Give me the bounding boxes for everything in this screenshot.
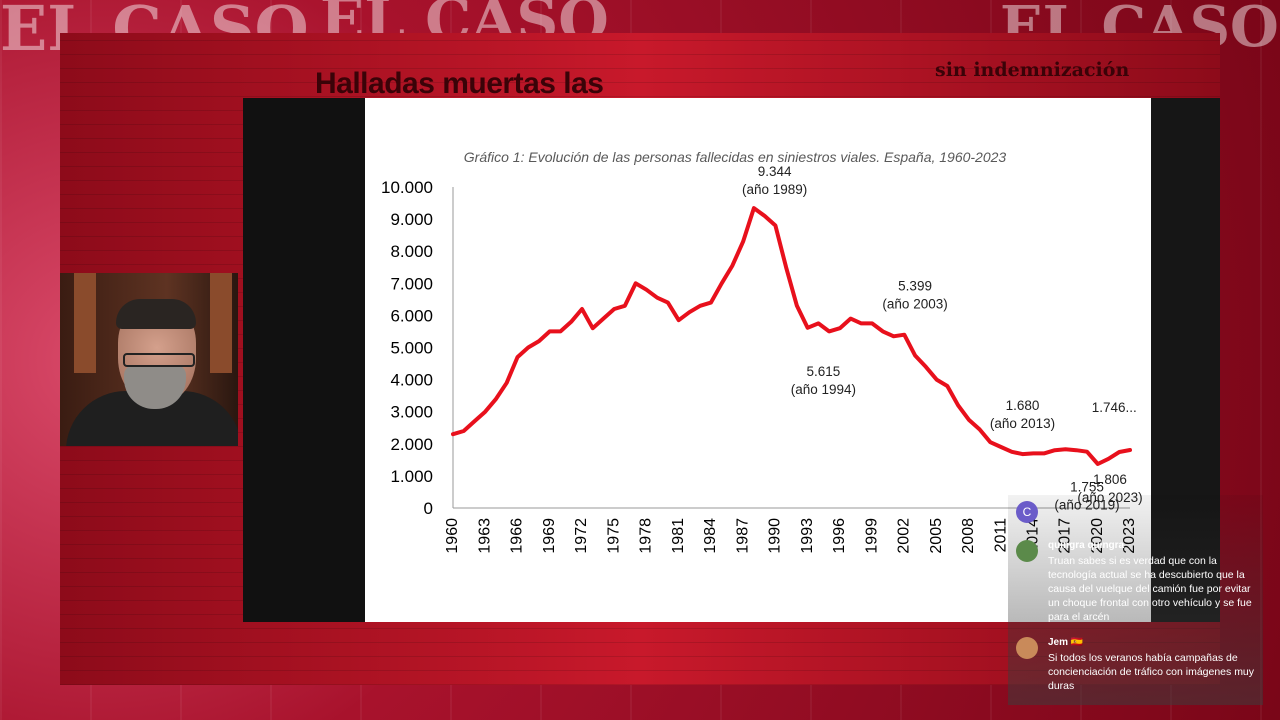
slide-left-border <box>243 98 365 622</box>
annotation-value: 1.680 <box>1006 398 1040 413</box>
annotation-label: (año 1989) <box>742 182 807 197</box>
data-annotations: 9.344 (año 1989) 5.615 (año 1994) 5.399 (año … <box>742 164 1143 513</box>
x-tick-label: 1996 <box>831 518 848 554</box>
x-tick-label: 1966 <box>509 518 526 554</box>
chat-username: quingra quingra <box>1048 540 1125 551</box>
x-tick-label: 1993 <box>799 518 816 554</box>
annotation-1994: 5.615 (año 1994) <box>791 364 856 397</box>
webcam-overlay <box>60 273 238 446</box>
chart-title: Gráfico 1: Evolución de las personas fal… <box>464 149 1007 165</box>
streamer-beard <box>124 365 186 409</box>
x-tick-label: 2002 <box>896 518 913 554</box>
y-tick-label: 7.000 <box>390 274 433 293</box>
y-tick-label: 0 <box>424 499 433 518</box>
chat-message: Jem 🇪🇸 Si todos los veranos había campañ… <box>1008 637 1263 697</box>
x-tick-label: 1981 <box>670 518 687 554</box>
newspaper-headline-right: sin indemnización <box>935 59 1130 81</box>
y-tick-label: 10.000 <box>381 178 433 197</box>
annotation-label: (año 1994) <box>791 382 856 397</box>
x-tick-label: 1969 <box>541 518 558 554</box>
chat-overlay-background <box>1008 495 1263 705</box>
chat-message-text: Si todos los veranos había campañas de c… <box>1048 652 1255 692</box>
x-tick-label: 1972 <box>573 518 590 554</box>
newspaper-headline: Halladas muertas las <box>315 67 604 100</box>
live-chat: C quingra quingra Truan sabes si es verd… <box>1008 495 1263 705</box>
x-tick-label: 1999 <box>863 518 880 554</box>
x-tick-label: 1987 <box>734 518 751 554</box>
webcam-door <box>210 273 232 373</box>
annotation-2013: 1.680 (año 2013) <box>990 398 1055 431</box>
annotation-1989: 9.344 (año 1989) <box>742 164 807 197</box>
y-tick-label: 3.000 <box>390 403 433 422</box>
x-tick-label: 2008 <box>960 518 977 554</box>
annotation-value: 5.615 <box>806 364 840 379</box>
chat-avatar <box>1016 637 1038 659</box>
annotation-label: (año 2003) <box>882 297 947 312</box>
chat-username: Jem 🇪🇸 <box>1048 637 1084 648</box>
x-tick-label: 1984 <box>702 518 719 554</box>
chat-message: C <box>1008 501 1263 523</box>
y-tick-labels: 0 1.000 2.000 3.000 4.000 5.000 6.000 7.000 8.00… <box>381 178 433 518</box>
x-tick-label: 1963 <box>476 518 493 554</box>
annotation-value: 5.399 <box>898 279 932 294</box>
y-tick-label: 2.000 <box>390 435 433 454</box>
x-tick-label: 1978 <box>638 518 655 554</box>
x-tick-label: 1960 <box>444 518 461 554</box>
y-tick-label: 8.000 <box>390 242 433 261</box>
annotation-2022: 1.746... <box>1092 400 1137 415</box>
y-tick-label: 5.000 <box>390 339 433 358</box>
annotation-value: 1.746... <box>1092 400 1137 415</box>
x-tick-label: 2011 <box>992 518 1009 553</box>
x-tick-label: 1990 <box>767 518 784 554</box>
x-tick-label: 2005 <box>928 518 945 554</box>
y-tick-label: 6.000 <box>390 306 433 325</box>
chat-message: quingra quingra Truan sabes si es verdad… <box>1008 540 1263 625</box>
fatalities-series-line <box>451 206 1132 466</box>
chat-message-text: Truan sabes si es verdad que con la tecn… <box>1048 555 1252 623</box>
annotation-value: 9.344 <box>758 164 792 179</box>
chat-avatar: C <box>1016 501 1038 523</box>
y-tick-label: 1.000 <box>390 467 433 486</box>
chat-avatar <box>1016 540 1038 562</box>
annotation-value: 1.806 <box>1093 472 1127 487</box>
glasses-icon <box>123 353 195 367</box>
annotation-label: (año 2013) <box>990 416 1055 431</box>
streamer-hair <box>116 299 196 329</box>
y-tick-label: 9.000 <box>390 210 433 229</box>
annotation-value: 1.755 <box>1070 480 1104 495</box>
annotation-2003: 5.399 (año 2003) <box>882 279 947 312</box>
y-tick-label: 4.000 <box>390 371 433 390</box>
x-tick-label: 1975 <box>605 518 622 554</box>
webcam-door <box>74 273 96 373</box>
